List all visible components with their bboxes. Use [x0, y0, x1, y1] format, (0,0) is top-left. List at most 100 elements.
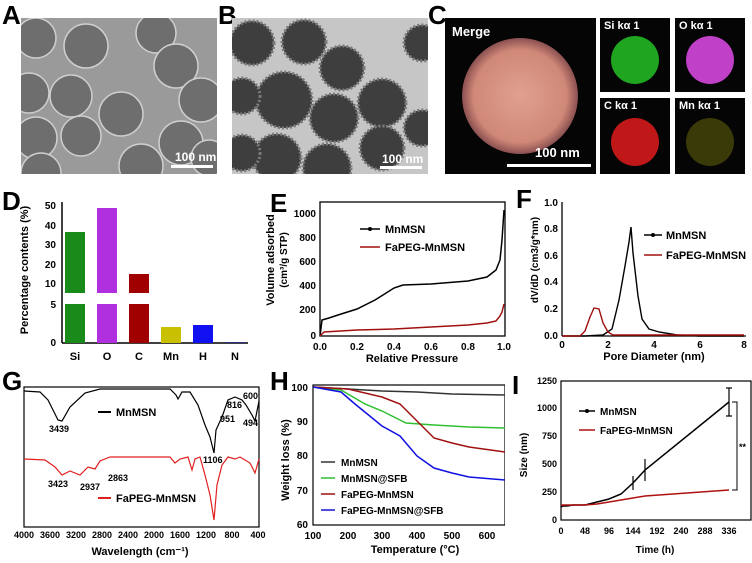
svg-text:336: 336: [721, 526, 736, 536]
svg-text:600: 600: [243, 391, 258, 401]
svg-text:48: 48: [580, 526, 590, 536]
svg-text:3600: 3600: [40, 530, 60, 540]
svg-text:FaPEG-MnMSN: FaPEG-MnMSN: [385, 242, 465, 254]
svg-text:250: 250: [542, 487, 557, 497]
svg-text:750: 750: [542, 431, 557, 441]
tem-image-b: 100 nm: [232, 18, 428, 174]
svg-text:Time (h): Time (h): [636, 545, 675, 556]
svg-text:4: 4: [651, 340, 657, 351]
svg-text:2: 2: [605, 340, 611, 351]
svg-text:MnMSN: MnMSN: [385, 224, 425, 236]
svg-text:300: 300: [374, 531, 391, 542]
svg-text:0: 0: [559, 340, 565, 351]
eds-map-si-label: Si kα 1: [604, 20, 640, 32]
svg-text:C: C: [135, 351, 143, 363]
svg-text:1106: 1106: [203, 455, 223, 465]
svg-text:500: 500: [542, 459, 557, 469]
panel-label-c: C: [428, 0, 447, 30]
svg-text:50: 50: [45, 201, 57, 212]
svg-text:3200: 3200: [66, 530, 86, 540]
svg-text:800: 800: [299, 233, 316, 244]
svg-text:144: 144: [625, 526, 640, 536]
svg-text:80: 80: [297, 451, 309, 462]
svg-text:H: H: [199, 351, 207, 363]
svg-text:N: N: [231, 351, 239, 363]
svg-text:0: 0: [558, 526, 563, 536]
svg-text:FaPEG-MnMSN: FaPEG-MnMSN: [341, 490, 414, 501]
svg-text:40: 40: [45, 221, 57, 232]
svg-text:dV/dD (cm3/g*nm): dV/dD (cm3/g*nm): [530, 217, 541, 303]
svg-text:20: 20: [45, 260, 57, 271]
svg-text:400: 400: [250, 530, 265, 540]
svg-text:0.4: 0.4: [544, 277, 558, 288]
svg-text:Si: Si: [70, 351, 80, 363]
panel-label-h: H: [270, 366, 289, 396]
svg-text:500: 500: [444, 531, 461, 542]
svg-text:100: 100: [305, 531, 322, 542]
svg-text:MnMSN: MnMSN: [600, 407, 637, 418]
panel-label-g: G: [2, 366, 23, 396]
svg-text:0: 0: [552, 515, 557, 525]
svg-text:2800: 2800: [92, 530, 112, 540]
tem-image-a: 100 nm: [21, 18, 217, 174]
merge-label: Merge: [452, 24, 491, 39]
svg-text:1200: 1200: [196, 530, 216, 540]
scale-label-b: 100 nm: [382, 152, 424, 166]
chart-e-nitrogen-isotherm: Volume adsorbed (cm³/g STP) 0 200 400 600 80…: [265, 201, 511, 365]
scale-label-c: 100 nm: [535, 145, 580, 160]
svg-text:600: 600: [479, 531, 496, 542]
svg-text:0.4: 0.4: [387, 342, 401, 353]
svg-text:FaPEG-MnMSN: FaPEG-MnMSN: [666, 250, 746, 262]
svg-text:MnMSN: MnMSN: [341, 458, 378, 469]
svg-text:O: O: [103, 351, 112, 363]
panel-label-f: F: [516, 184, 532, 214]
chart-f-pore-distribution: dV/dD (cm3/g*nm) 0.0 0.2 0.4 0.6 0.8 1.0 0 2 4 6…: [530, 198, 747, 363]
svg-text:494: 494: [243, 418, 258, 428]
scale-bar-b: [380, 166, 422, 169]
panel-label-a: A: [2, 0, 21, 30]
svg-text:1250: 1250: [537, 376, 557, 386]
chart-d-element-composition: Percentage contents (%) 0 5 10 20 30 40 50 Si O…: [19, 201, 248, 363]
eds-map-o-label: O kα 1: [679, 20, 713, 32]
svg-text:0.0: 0.0: [313, 342, 327, 353]
svg-text:Size (nm): Size (nm): [519, 433, 530, 477]
svg-text:0.8: 0.8: [544, 224, 558, 235]
svg-text:3439: 3439: [49, 424, 69, 434]
svg-text:0.6: 0.6: [544, 251, 558, 262]
svg-text:2937: 2937: [80, 482, 100, 492]
svg-text:816: 816: [227, 400, 242, 410]
eds-map-o: O kα 1: [675, 18, 745, 92]
svg-text:Mn: Mn: [163, 351, 179, 363]
svg-text:FaPEG-MnMSN: FaPEG-MnMSN: [116, 493, 196, 505]
svg-text:0.6: 0.6: [424, 342, 438, 353]
panel-label-d: D: [2, 186, 21, 216]
svg-text:1000: 1000: [294, 209, 317, 220]
svg-text:FaPEG-MnMSN@SFB: FaPEG-MnMSN@SFB: [341, 506, 444, 517]
svg-text:240: 240: [673, 526, 688, 536]
svg-text:0.0: 0.0: [544, 331, 558, 342]
svg-text:600: 600: [299, 257, 316, 268]
svg-text:200: 200: [340, 531, 357, 542]
eds-merge-image: Merge 100 nm: [445, 18, 596, 174]
svg-text:0.2: 0.2: [544, 304, 558, 315]
svg-text:400: 400: [409, 531, 426, 542]
eds-map-mn: Mn kα 1: [675, 98, 745, 174]
svg-text:Relative Pressure: Relative Pressure: [366, 353, 458, 365]
svg-text:2400: 2400: [118, 530, 138, 540]
svg-text:800: 800: [224, 530, 239, 540]
svg-text:FaPEG-MnMSN: FaPEG-MnMSN: [600, 426, 673, 437]
svg-text:MnMSN@SFB: MnMSN@SFB: [341, 474, 407, 485]
eds-map-mn-label: Mn kα 1: [679, 100, 720, 112]
svg-text:5: 5: [50, 300, 56, 311]
eds-map-c-label: C kα 1: [604, 100, 638, 112]
svg-text:96: 96: [604, 526, 614, 536]
svg-text:3423: 3423: [48, 479, 68, 489]
scale-bar-a: [171, 165, 213, 168]
svg-text:90: 90: [297, 417, 309, 428]
svg-text:0.8: 0.8: [461, 342, 475, 353]
svg-text:2863: 2863: [108, 473, 128, 483]
svg-text:1000: 1000: [537, 403, 557, 413]
scale-bar-c: [507, 164, 591, 167]
svg-text:0: 0: [310, 331, 316, 342]
chart-h-tga: Weight loss (%) 60 70 80 90 100 100 200 300 400…: [280, 383, 505, 556]
